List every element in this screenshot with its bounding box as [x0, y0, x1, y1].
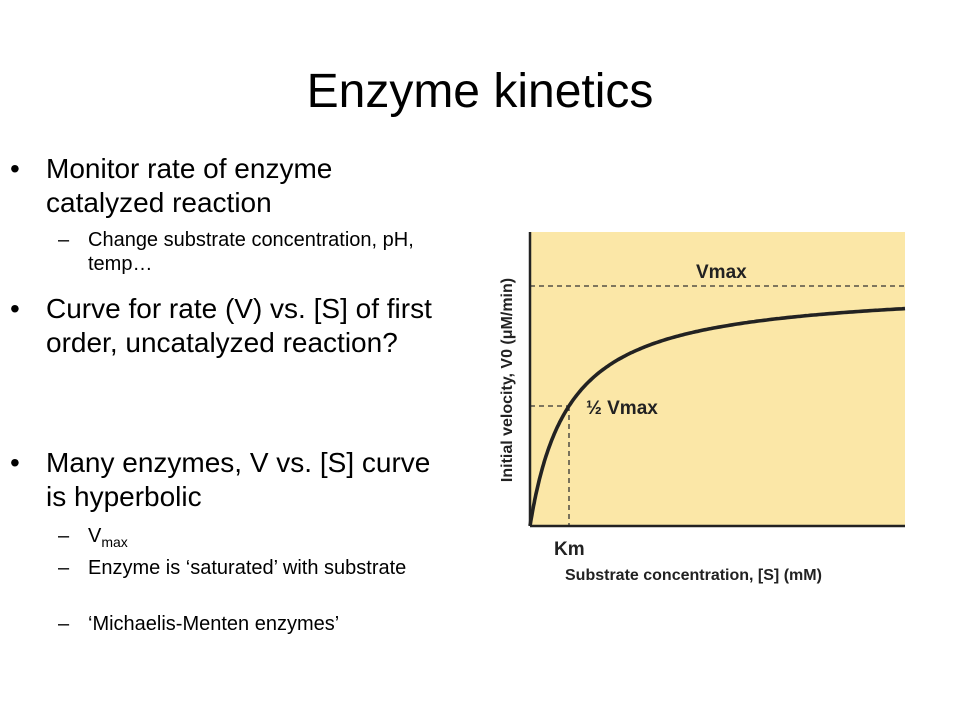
bullet-list: • Monitor rate of enzyme catalyzed react…	[0, 0, 470, 720]
x-axis-label: Substrate concentration, [S] (mM)	[565, 567, 822, 584]
sub-bullet-item: – Enzyme is ‘saturated’ with substrate	[58, 556, 428, 580]
vmax-label: Vmax	[696, 262, 747, 283]
bullet-text: Curve for rate (V) vs. [S] of first orde…	[46, 293, 432, 358]
bullet-dot: •	[10, 447, 20, 478]
sub-bullet-dash: –	[58, 557, 70, 579]
sub-bullet-dash: –	[58, 229, 70, 251]
sub-bullet-text: Enzyme is ‘saturated’ with substrate	[88, 557, 407, 579]
bullet-item: • Curve for rate (V) vs. [S] of first or…	[10, 292, 446, 360]
slide-title: Enzyme kinetics	[306, 65, 654, 118]
km-label: Km	[554, 539, 585, 560]
sub-bullet-dash: –	[58, 613, 70, 635]
y-axis-label: Initial velocity, V0 (μM/min)	[499, 278, 516, 482]
sub-bullet-item: – Vmax	[58, 524, 428, 554]
bullet-item: • Monitor rate of enzyme catalyzed react…	[10, 152, 446, 220]
sub-bullet-item: – Change substrate concentration, pH, te…	[58, 228, 428, 276]
enzyme-kinetics-chart: Vmax ½ Vmax Km Substrate concentration, …	[499, 232, 906, 584]
sub-bullet-text: Change substrate concentration, pH, temp…	[88, 229, 414, 275]
vmax-subscript: max	[101, 534, 128, 550]
bullet-dot: •	[10, 293, 20, 324]
bullet-text: Many enzymes, V vs. [S] curve is hyperbo…	[46, 447, 431, 512]
bullet-text: Monitor rate of enzyme catalyzed reactio…	[46, 153, 333, 218]
sub-bullet-dash: –	[58, 525, 70, 547]
michaelis-menten-curve	[528, 306, 906, 527]
sub-bullet-text: ‘Michaelis-Menten enzymes’	[88, 613, 340, 635]
sub-bullet-text: V	[88, 525, 102, 547]
bullet-dot: •	[10, 153, 20, 184]
half-vmax-label: ½ Vmax	[586, 398, 658, 419]
bullet-item: • Many enzymes, V vs. [S] curve is hyper…	[10, 446, 446, 514]
sub-bullet-item: – ‘Michaelis-Menten enzymes’	[58, 612, 428, 636]
